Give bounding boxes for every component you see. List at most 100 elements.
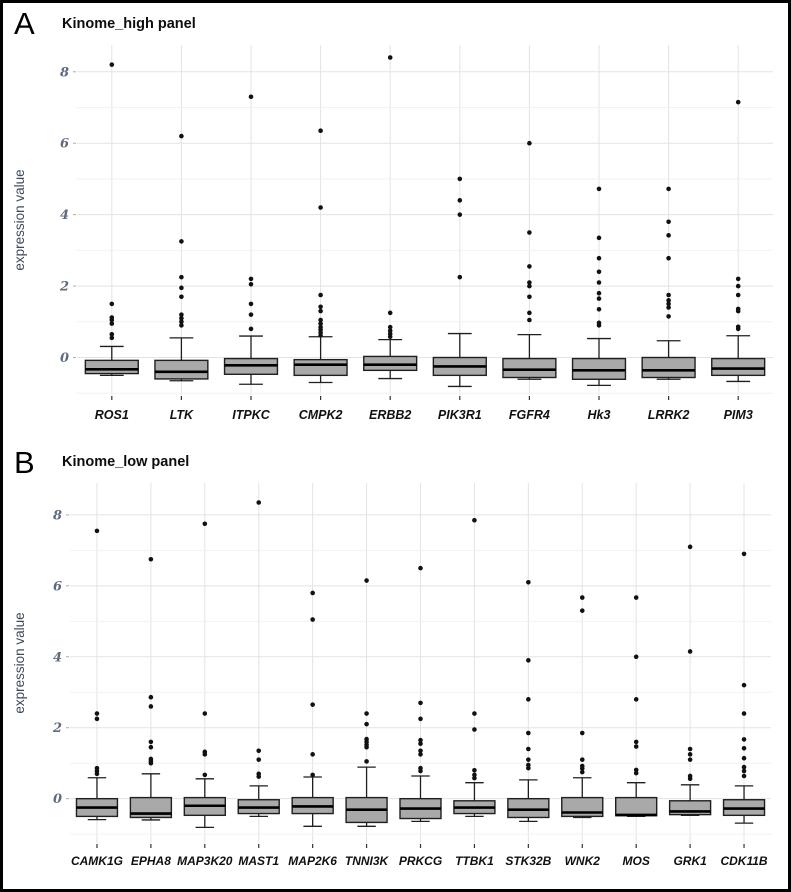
outlier-point	[202, 749, 208, 755]
y-tick-label: 4	[60, 208, 69, 223]
outlier-point	[526, 746, 531, 752]
outlier-point	[735, 306, 741, 312]
outlier-point	[179, 239, 184, 244]
boxplot-MAP3K20	[183, 521, 226, 829]
outlier-point	[248, 312, 254, 317]
outlier-point	[457, 198, 463, 203]
outlier-point	[318, 292, 323, 298]
outlier-point	[527, 280, 532, 285]
outlier-point	[94, 716, 100, 722]
panel-a-letter: A	[14, 6, 35, 41]
x-category-label: LRRK2	[648, 408, 690, 422]
outlier-point	[741, 682, 747, 688]
outlier-point	[179, 133, 184, 139]
outlier-point	[94, 711, 100, 716]
x-category-label: MAP3K20	[177, 854, 233, 868]
boxplot-GRK1	[668, 544, 712, 816]
outlier-point	[202, 772, 208, 778]
boxplot-ROS1	[84, 62, 139, 377]
outlier-point	[526, 658, 531, 663]
outlier-point	[318, 317, 323, 323]
outlier-point	[179, 274, 184, 280]
outlier-point	[94, 528, 100, 534]
boxplot-ERBB2	[363, 55, 418, 380]
x-category-label: CMPK2	[299, 408, 343, 422]
outlier-point	[387, 324, 393, 330]
outlier-point	[109, 301, 115, 307]
outlier-point	[418, 765, 423, 771]
x-category-label: MOS	[623, 854, 650, 868]
outlier-point	[248, 276, 254, 282]
boxplot-PIM3	[711, 99, 766, 383]
y-tick-label: 2	[59, 280, 69, 295]
x-category-label: GRK1	[673, 854, 707, 868]
outlier-point	[687, 757, 693, 762]
outlier-point	[248, 94, 254, 100]
outlier-point	[527, 283, 532, 289]
outlier-point	[687, 752, 693, 757]
outlier-point	[248, 281, 254, 287]
outlier-point	[687, 746, 693, 752]
outlier-point	[666, 314, 671, 319]
outlier-point	[735, 276, 741, 282]
outlier-point	[418, 748, 423, 754]
outlier-point	[179, 312, 184, 317]
y-tick-label: 8	[60, 65, 69, 80]
iqr-box	[711, 357, 766, 377]
outlier-point	[633, 654, 639, 660]
outlier-point	[633, 739, 639, 745]
outlier-point	[148, 704, 154, 709]
outlier-point	[596, 269, 602, 275]
outlier-point	[741, 737, 747, 742]
outlier-point	[418, 741, 423, 746]
panel-b-letter: B	[14, 445, 35, 480]
x-category-label: PIM3	[724, 408, 753, 422]
boxplot-LRRK2	[641, 186, 696, 380]
outlier-point	[666, 292, 671, 298]
outlier-point	[310, 702, 315, 707]
outlier-point	[735, 292, 741, 298]
x-category-label: ERBB2	[369, 408, 411, 422]
boxplot-PIK3R1	[432, 176, 487, 388]
outlier-point	[741, 551, 747, 557]
outlier-point	[472, 711, 477, 716]
y-tick-label: 0	[60, 351, 69, 366]
outlier-point	[109, 315, 115, 320]
outlier-point	[94, 765, 100, 771]
outlier-point	[596, 306, 602, 312]
outlier-point	[109, 331, 115, 337]
outlier-point	[364, 711, 369, 716]
outlier-point	[418, 565, 423, 571]
outlier-point	[148, 739, 154, 745]
outlier-point	[579, 730, 585, 736]
y-tick-label: 4	[53, 650, 62, 665]
y-tick-label: 8	[53, 508, 62, 523]
y-tick-label: 2	[52, 721, 62, 736]
outlier-point	[527, 317, 532, 323]
outlier-point	[256, 771, 262, 777]
outlier-point	[741, 755, 747, 761]
outlier-point	[735, 99, 741, 105]
outlier-point	[318, 321, 323, 326]
outlier-point	[526, 757, 531, 762]
outlier-point	[318, 128, 323, 134]
outlier-point	[596, 235, 602, 241]
outlier-point	[318, 304, 323, 310]
outlier-point	[527, 310, 532, 316]
boxplot-TTBK1	[453, 517, 496, 818]
outlier-point	[387, 328, 393, 334]
boxplot-MOS	[615, 595, 658, 818]
outlier-point	[148, 694, 154, 700]
outlier-point	[526, 580, 531, 585]
iqr-box	[502, 357, 557, 379]
boxplot-FGFR4	[502, 140, 557, 380]
outlier-point	[387, 331, 393, 337]
iqr-box	[154, 359, 209, 380]
outlier-point	[472, 772, 477, 778]
boxplot-WNK2	[561, 595, 604, 819]
boxplot-MAST1	[237, 500, 280, 818]
outlier-point	[526, 762, 531, 768]
outlier-point	[457, 176, 463, 182]
x-category-label: MAP2K6	[288, 854, 337, 868]
